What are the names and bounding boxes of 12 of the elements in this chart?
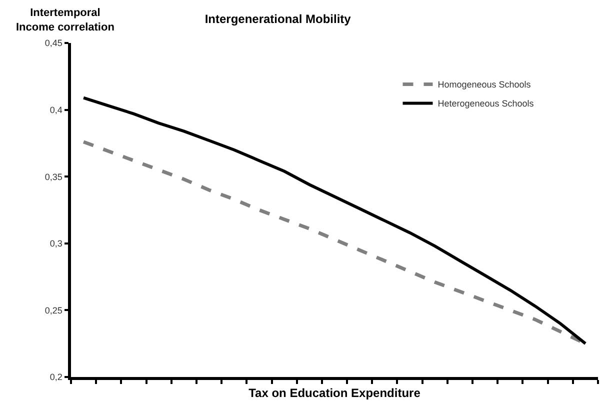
y-tick-label: 0,25 bbox=[44, 305, 62, 316]
legend-label: Homogeneous Schools bbox=[438, 80, 532, 90]
y-tick-label: 0,4 bbox=[50, 104, 62, 115]
chart-title: Intergenerational Mobility bbox=[204, 12, 352, 26]
legend-label: Heterogeneous Schools bbox=[438, 98, 534, 109]
y-tick-label: 0,35 bbox=[44, 172, 62, 182]
y-tick-label: 0,45 bbox=[44, 38, 62, 48]
y-axis-title: Intertemporal Income correlation bbox=[16, 7, 115, 34]
y-tick-label: 0,2 bbox=[50, 372, 62, 382]
y-tick-label: 0,3 bbox=[50, 238, 62, 249]
line-series bbox=[82, 96, 587, 346]
x-axis-title: Tax on Education Expenditure bbox=[248, 386, 421, 400]
